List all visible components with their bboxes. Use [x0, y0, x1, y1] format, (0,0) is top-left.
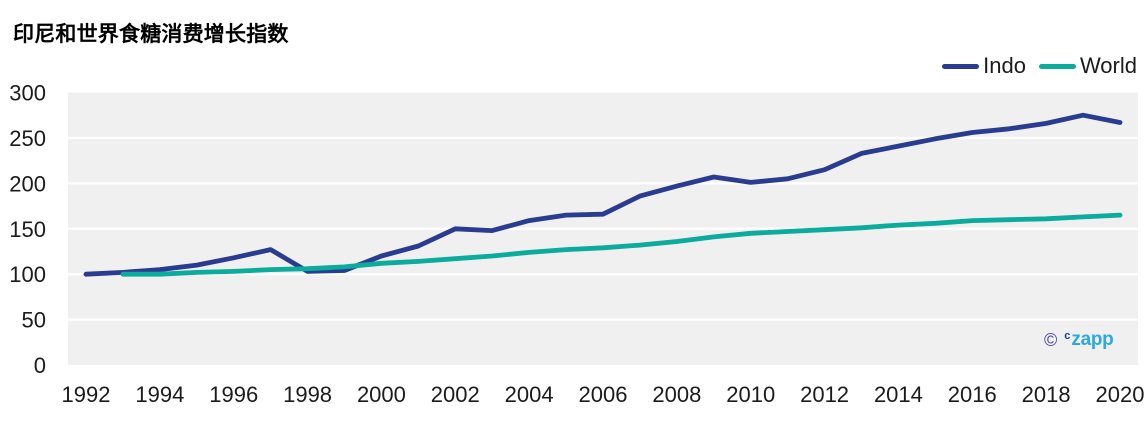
- y-tick-label: 0: [34, 353, 46, 378]
- x-tick-label: 2016: [948, 382, 997, 407]
- y-tick-label: 100: [9, 262, 46, 287]
- x-tick-label: 2012: [800, 382, 849, 407]
- x-tick-label: 2000: [357, 382, 406, 407]
- y-tick-label: 200: [9, 171, 46, 196]
- copyright-icon: ©: [1044, 330, 1058, 350]
- x-tick-label: 2002: [431, 382, 480, 407]
- czapp-brand: zapp: [1071, 329, 1114, 350]
- world-line: [120, 212, 1123, 277]
- x-tick-label: 2008: [652, 382, 701, 407]
- x-tick-label: 2006: [579, 382, 628, 407]
- y-tick-label: 150: [9, 217, 46, 242]
- legend-label-indo: Indo: [983, 53, 1026, 78]
- chart-title: 印尼和世界食糖消费增长指数: [13, 23, 289, 46]
- x-tick-label: 2020: [1096, 382, 1145, 407]
- legend-item-indo[interactable]: Indo: [942, 55, 1026, 77]
- indo-line-swatch: [942, 63, 980, 69]
- x-tick-label: 2004: [505, 382, 554, 407]
- y-tick-label: 250: [9, 126, 46, 151]
- world-line-swatch: [1038, 63, 1076, 69]
- y-tick-label: 50: [22, 308, 46, 333]
- czapp-c: c: [1064, 330, 1071, 342]
- x-tick-label: 1998: [283, 382, 332, 407]
- czapp-watermark[interactable]: © c zapp: [1044, 328, 1114, 352]
- x-tick-label: 1994: [135, 382, 184, 407]
- indo-line: [83, 112, 1123, 277]
- y-tick-label: 300: [9, 81, 46, 106]
- legend: Indo World: [942, 55, 1137, 77]
- x-tick-label: 2014: [874, 382, 923, 407]
- legend-item-world[interactable]: World: [1038, 53, 1137, 78]
- x-tick-label: 1996: [209, 382, 258, 407]
- legend-label-world: World: [1079, 53, 1137, 78]
- x-tick-label: 2010: [726, 382, 775, 407]
- x-tick-label: 1992: [62, 382, 111, 407]
- x-tick-label: 2018: [1022, 382, 1071, 407]
